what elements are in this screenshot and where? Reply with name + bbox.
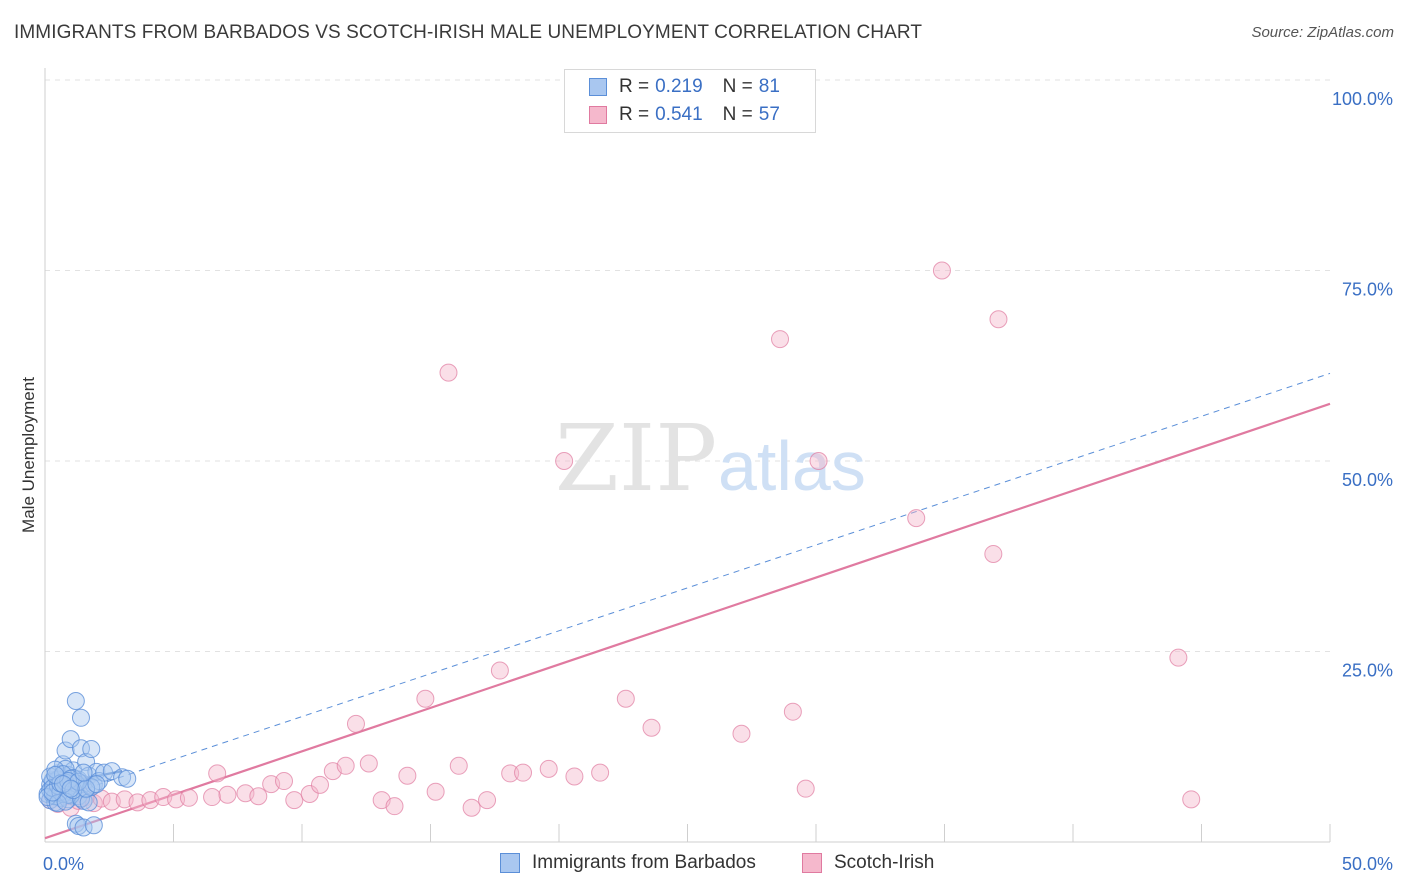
source-label: Source: ZipAtlas.com: [1251, 24, 1394, 41]
point-scotch-irish-48: [771, 330, 790, 349]
legend-label-barbados: Immigrants from Barbados: [532, 852, 756, 873]
point-scotch-irish-13: [167, 790, 186, 809]
point-scotch-irish-47: [732, 724, 751, 743]
point-scotch-irish-34: [439, 363, 458, 382]
point-scotch-irish-40: [514, 763, 533, 782]
n-value: 57: [758, 104, 780, 125]
r-label: R =: [619, 104, 650, 125]
barbados-points: [38, 692, 137, 837]
point-barbados-14: [56, 741, 75, 760]
gridlines: [45, 79, 1330, 652]
x-tick-label-1: 50.0%: [1342, 854, 1393, 874]
n-label: N =: [722, 104, 753, 125]
point-barbados-74: [77, 779, 96, 798]
point-scotch-irish-50: [796, 779, 815, 798]
point-scotch-irish-33: [426, 782, 445, 801]
y-tick-labels: 25.0% 50.0% 75.0% 100.0%: [1332, 89, 1393, 681]
point-scotch-irish-46: [642, 718, 661, 737]
point-scotch-irish-28: [359, 754, 378, 773]
point-scotch-irish-17: [218, 785, 237, 804]
r-value: 0.219: [655, 76, 703, 97]
point-scotch-irish-35: [449, 756, 468, 775]
point-scotch-irish-32: [416, 689, 435, 708]
point-barbados-26: [71, 708, 90, 727]
r-value: 0.541: [655, 104, 703, 125]
point-barbados-64: [48, 794, 67, 813]
point-barbados-77: [61, 779, 80, 798]
n-value: 81: [758, 76, 780, 97]
x-tick-labels: 0.0% 50.0%: [43, 854, 1393, 874]
legend-label-scotch-irish: Scotch-Irish: [834, 852, 935, 873]
legend-swatch-pink: [802, 853, 822, 873]
watermark-atlas: atlas: [718, 427, 866, 505]
point-scotch-irish-31: [398, 766, 417, 785]
n-label: N =: [722, 76, 753, 97]
point-scotch-irish-43: [565, 767, 584, 786]
point-scotch-irish-54: [984, 544, 1003, 563]
legend-item-barbados: Immigrants from Barbados: [500, 852, 756, 874]
legend-row-scotch-irish: R = 0.541 N = 57: [589, 103, 780, 127]
r-label: R =: [619, 76, 650, 97]
y-tick-label-3: 100.0%: [1332, 89, 1393, 109]
legend-swatch-blue: [589, 78, 607, 96]
point-scotch-irish-53: [932, 261, 951, 280]
point-barbados-32: [82, 740, 101, 759]
point-barbados-79: [87, 775, 106, 794]
point-barbados-78: [74, 763, 93, 782]
point-scotch-irish-14: [179, 788, 198, 807]
point-barbados-75: [46, 765, 65, 784]
point-barbados-63: [84, 816, 103, 835]
point-scotch-irish-55: [989, 310, 1008, 329]
x-tick-label-0: 0.0%: [43, 854, 84, 874]
legend-item-scotch-irish: Scotch-Irish: [802, 852, 934, 874]
scotch-irish-points: [41, 71, 1201, 817]
point-scotch-irish-38: [490, 661, 509, 680]
y-axis-label: Male Unemployment: [19, 377, 38, 533]
legend-row-barbados: R = 0.219 N = 81: [589, 75, 780, 99]
point-scotch-irish-56: [1169, 648, 1188, 667]
point-scotch-irish-26: [336, 756, 355, 775]
stats-legend: R = 0.219 N = 81 R = 0.541 N = 57: [564, 69, 816, 133]
point-barbados-18: [61, 730, 80, 749]
point-scotch-irish-19: [249, 787, 268, 806]
point-scotch-irish-23: [300, 784, 319, 803]
point-scotch-irish-44: [591, 763, 610, 782]
point-barbados-73: [69, 772, 88, 791]
point-scotch-irish-42: [555, 452, 574, 470]
axes: [44, 68, 1331, 843]
point-scotch-irish-36: [462, 798, 481, 817]
point-barbados-67: [79, 793, 98, 812]
point-scotch-irish-24: [310, 775, 329, 794]
point-barbados-25: [71, 739, 90, 758]
point-scotch-irish-21: [275, 772, 294, 791]
trend-line-scotch-irish: [44, 402, 1331, 840]
series-legend: Immigrants from Barbados Scotch-Irish: [0, 852, 1406, 878]
point-barbados-37: [102, 762, 121, 781]
point-scotch-irish-52: [907, 509, 926, 528]
y-tick-label-2: 75.0%: [1342, 280, 1393, 300]
point-scotch-irish-51: [809, 452, 828, 470]
point-scotch-irish-57: [1182, 790, 1201, 809]
y-tick-label-0: 25.0%: [1342, 661, 1393, 681]
point-scotch-irish-45: [616, 689, 635, 708]
point-scotch-irish-30: [385, 797, 404, 816]
y-tick-label-1: 50.0%: [1342, 470, 1393, 490]
point-scotch-irish-22: [285, 791, 304, 810]
point-barbados-22: [66, 692, 85, 711]
point-scotch-irish-15: [203, 788, 222, 807]
point-barbados-80: [118, 769, 137, 788]
chart-title: IMMIGRANTS FROM BARBADOS VS SCOTCH-IRISH…: [14, 22, 923, 43]
point-scotch-irish-37: [478, 791, 497, 810]
legend-swatch-blue: [500, 853, 520, 873]
point-scotch-irish-41: [539, 759, 558, 778]
trend-line-barbados: [44, 372, 1331, 803]
watermark-zip: ZIP: [555, 405, 717, 512]
point-scotch-irish-49: [783, 702, 802, 721]
watermark: ZIP atlas: [555, 405, 866, 512]
point-scotch-irish-16: [208, 764, 227, 783]
point-scotch-irish-27: [346, 714, 365, 733]
point-scotch-irish-39: [501, 764, 520, 783]
legend-swatch-pink: [589, 106, 607, 124]
